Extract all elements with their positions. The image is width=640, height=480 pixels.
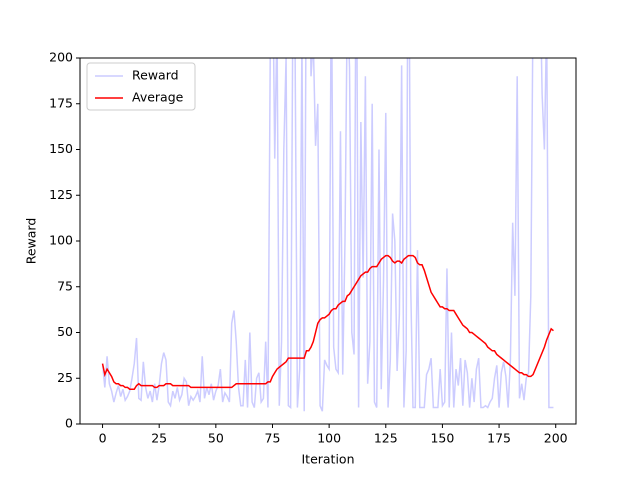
- legend: Reward Average: [86, 62, 196, 111]
- y-tick-label: 0: [65, 416, 73, 431]
- y-tick-label: 150: [49, 141, 73, 156]
- y-tick-label: 100: [49, 233, 73, 248]
- x-axis-label: Iteration: [301, 452, 354, 467]
- y-tick-label: 200: [49, 50, 73, 65]
- series-line: [101, 254, 554, 390]
- x-tick-label: 75: [265, 431, 281, 446]
- y-tick-label: 175: [49, 95, 73, 110]
- y-tick-label: 125: [49, 187, 73, 202]
- x-tick-label: 200: [544, 431, 568, 446]
- y-tick-label: 25: [57, 370, 73, 385]
- x-tick-label: 150: [430, 431, 454, 446]
- legend-label: Reward: [132, 68, 179, 83]
- y-axis-label: Reward: [24, 218, 39, 265]
- x-tick-label: 100: [317, 431, 341, 446]
- series-line: [101, 58, 554, 412]
- x-tick-label: 0: [99, 431, 107, 446]
- x-tick-label: 50: [208, 431, 224, 446]
- x-tick-label: 125: [374, 431, 398, 446]
- x-tick-label: 25: [151, 431, 167, 446]
- legend-label: Average: [132, 90, 184, 105]
- x-tick-label: 175: [487, 431, 511, 446]
- y-tick-label: 75: [57, 278, 73, 293]
- plot-area: [101, 58, 554, 412]
- y-tick-label: 50: [57, 324, 73, 339]
